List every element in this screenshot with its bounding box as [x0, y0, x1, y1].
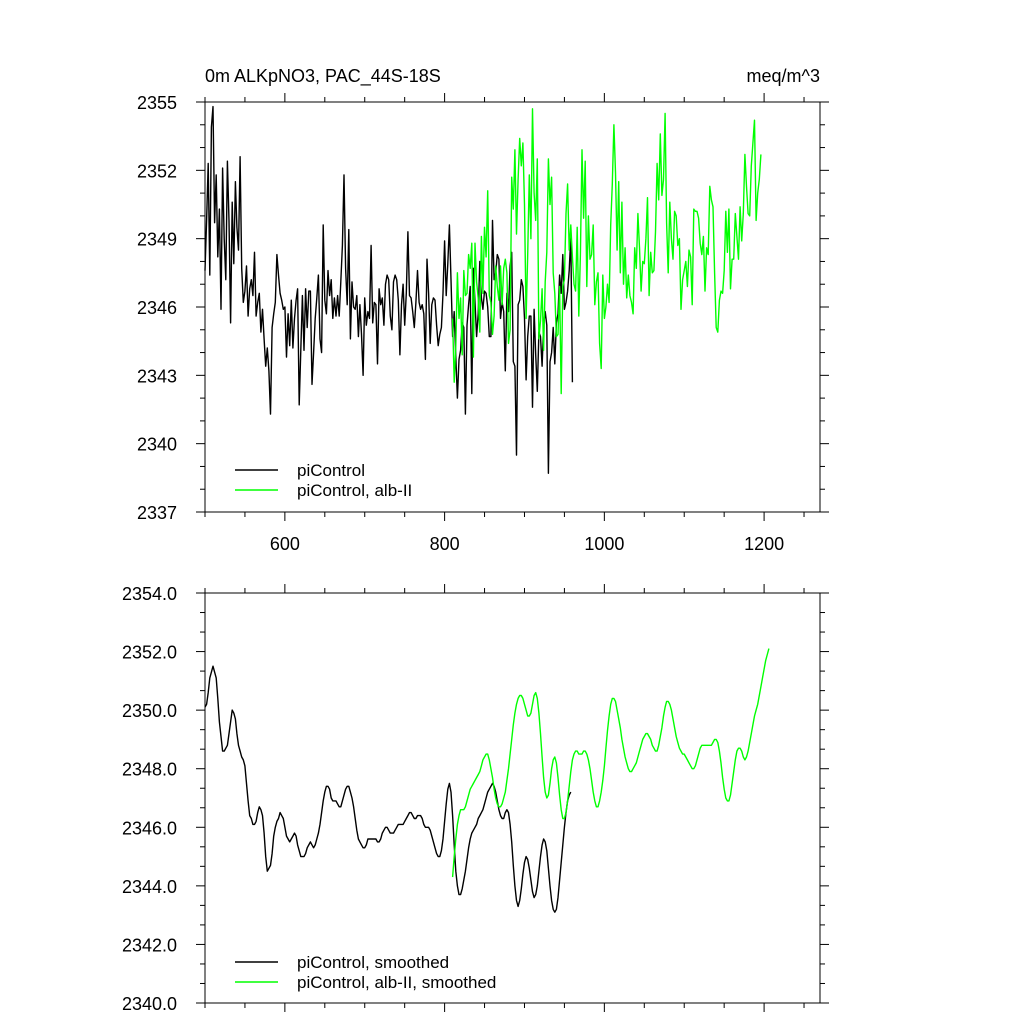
y-tick-label: 2354.0 — [122, 584, 177, 604]
legend-label-picontrol: piControl — [297, 461, 365, 480]
series-line-1-2 — [451, 108, 762, 395]
legend-label-picontrol-alb-ii: piControl, alb-II — [297, 481, 412, 500]
y-tick-label: 2346 — [137, 298, 177, 318]
y-tick-label: 2340 — [137, 435, 177, 455]
plot-panel-1: 600 800 1000 1200 2337 2340 2343 2346 2349 2352 23… — [137, 93, 829, 554]
x-tick-label: 800 — [430, 534, 460, 554]
y-tick-label: 2340.0 — [122, 994, 177, 1014]
top-plot-title: 0m ALKpNO3, PAC_44S-18S — [205, 66, 441, 87]
bottom-plot-legend: piControl, smoothed piControl, alb-II, s… — [235, 953, 496, 992]
x-tick-label: 1200 — [744, 534, 784, 554]
plot-panel-2: 2340.0 2342.0 2344.0 2346.0 2348.0 2350.0 2352… — [122, 584, 829, 1014]
y-tick-label: 2352 — [137, 161, 177, 181]
legend-label-picontrol-alb-ii-smoothed: piControl, alb-II, smoothed — [297, 973, 496, 992]
y-tick-label: 2344.0 — [122, 877, 177, 897]
chart-marks: 600 800 1000 1200 2337 2340 2343 2346 2349 2352 23… — [122, 93, 829, 1014]
y-tick-label: 2355 — [137, 93, 177, 113]
y-tick-label: 2350.0 — [122, 701, 177, 721]
series-line-2-2 — [451, 648, 770, 878]
y-tick-label: 2346.0 — [122, 818, 177, 838]
y-tick-label: 2352.0 — [122, 643, 177, 663]
x-tick-label: 600 — [270, 534, 300, 554]
y-tick-label: 2337 — [137, 503, 177, 523]
x-tick-label: 1000 — [584, 534, 624, 554]
y-tick-label: 2342.0 — [122, 935, 177, 955]
plot-frame-2 — [204, 592, 821, 1004]
y-tick-label: 2349 — [137, 230, 177, 250]
top-plot-units: meq/m^3 — [747, 66, 820, 86]
series-line-2-1 — [204, 665, 572, 913]
top-plot-legend: piControl piControl, alb-II — [235, 461, 412, 500]
legend-label-picontrol-smoothed: piControl, smoothed — [297, 953, 449, 972]
y-tick-label: 2343 — [137, 366, 177, 386]
y-tick-label: 2348.0 — [122, 760, 177, 780]
